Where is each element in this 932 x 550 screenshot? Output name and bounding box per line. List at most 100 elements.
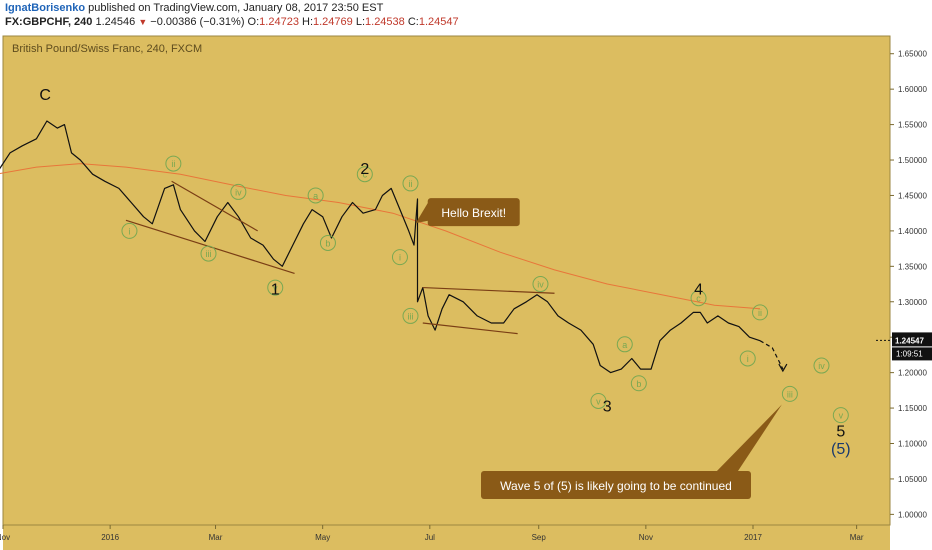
x-tick-label: Sep (532, 533, 547, 542)
open-label: O: (247, 16, 260, 28)
wave-circle-text: i (399, 253, 401, 263)
x-tick-label: May (315, 533, 330, 542)
plot-area (2, 35, 891, 526)
wave-circle-label: iv (532, 276, 549, 293)
wave-circle (230, 183, 247, 200)
last-price: 1.24546 (95, 16, 136, 28)
open-value: 1.24723 (259, 16, 299, 28)
high-value: 1.24769 (313, 16, 353, 28)
wave-circle-label: iii (402, 307, 419, 324)
wave-circle-label: iii (200, 245, 217, 262)
close-label: C: (407, 16, 419, 28)
wave-circle (356, 166, 373, 183)
y-tick-label: 1.65000 (898, 50, 927, 59)
wave-circle (307, 187, 324, 204)
wave-circle-label: v (267, 279, 284, 296)
y-tick-label: 1.45000 (898, 191, 927, 200)
wave-label: 4 (694, 282, 703, 299)
countdown-box (892, 347, 932, 361)
wave-circle (391, 249, 408, 266)
wave-circle-label: v (832, 407, 849, 424)
wave-circle-label: ii (402, 175, 419, 192)
wave-circle (752, 304, 769, 321)
time-axis-area (3, 525, 890, 550)
y-tick-label: 1.30000 (898, 298, 927, 307)
close-value: 1.24547 (418, 16, 459, 28)
ohlc-info: FX:GBPCHF, 240 1.24546 ▼ −0.00386 (−0.31… (5, 16, 459, 28)
y-tick-label: 1.05000 (898, 475, 927, 484)
current-price-label: 1.24547 (895, 336, 924, 345)
wave-circle (319, 234, 336, 251)
y-tick-label: 1.50000 (898, 156, 927, 165)
wave-circle-text: v (839, 411, 844, 421)
x-tick-label: Nov (639, 533, 653, 542)
chart-title: British Pound/Swiss Franc, 240, FXCM (12, 43, 202, 55)
wave-circle-label: iv (813, 357, 830, 374)
author-link[interactable]: IgnatBorisenko (5, 2, 86, 14)
price-line (0, 120, 761, 374)
wave-circle-text: iv (537, 280, 544, 290)
trendline (171, 180, 258, 232)
wave-circle-label: v (590, 392, 607, 409)
wave-circle (402, 307, 419, 324)
x-tick-label: 2016 (101, 533, 119, 542)
callout-pointer (713, 404, 782, 475)
x-tick-label: Mar (209, 533, 223, 542)
wave-label: C (39, 87, 51, 104)
wave-label: (5) (831, 441, 851, 458)
high-label: H: (302, 16, 313, 28)
wave-circle-text: iii (206, 249, 212, 259)
wave-circle-label: a (616, 336, 633, 353)
wave-circle-text: iv (818, 361, 825, 371)
wave-circle-label: iii (781, 385, 798, 402)
callout-text: Hello Brexit! (441, 206, 506, 220)
callout-box (427, 198, 520, 227)
wave-circle-text: ii (758, 308, 762, 318)
wave-circle-text: i (128, 226, 130, 236)
wave-circle-label: b (319, 234, 336, 251)
y-tick-label: 1.15000 (898, 404, 927, 413)
wave-circle-label: c (690, 290, 707, 307)
wave-circle-label: a (307, 187, 324, 204)
wave-circle (832, 407, 849, 424)
wave-circle-label: ii (752, 304, 769, 321)
wave-label: 1 (271, 282, 280, 299)
low-label: L: (355, 16, 366, 28)
wave-circle-text: v (596, 396, 601, 406)
callout-wave5: Wave 5 of (5) is likely going to be cont… (480, 404, 782, 500)
callout-text: Wave 5 of (5) is likely going to be cont… (500, 479, 732, 493)
wave-circle-text: i (747, 354, 749, 364)
wave-circle-text: iii (407, 311, 413, 321)
wave-circle-text: ii (408, 179, 412, 189)
wave-circle-label: iv (230, 183, 247, 200)
published-text: published on TradingView.com, January 08… (88, 2, 384, 14)
wave-circle-label: ii (165, 155, 182, 172)
trendline (125, 219, 295, 274)
y-tick-label: 1.40000 (898, 227, 927, 236)
wave-circle (165, 155, 182, 172)
down-arrow-icon: ▼ (138, 17, 148, 27)
y-tick-label: 1.60000 (898, 85, 927, 94)
price-chart[interactable]: British Pound/Swiss Franc, 240, FXCM 1.65… (0, 30, 932, 550)
wave-circle-text: a (313, 191, 318, 201)
x-tick-label: Mar (850, 533, 864, 542)
wave-circle-label: c (356, 166, 373, 183)
y-tick-label: 1.20000 (898, 369, 927, 378)
symbol-label: FX:GBPCHF, 240 (5, 16, 93, 28)
callout-box (480, 471, 751, 500)
callout-brexit: Hello Brexit! (415, 198, 520, 227)
current-price-box (892, 332, 932, 347)
wave-circle (121, 222, 138, 239)
wave-circle-label: i (391, 249, 408, 266)
wave-label: 3 (603, 399, 612, 416)
wave-circle-text: b (636, 379, 641, 389)
x-tick-label: Jul (425, 533, 435, 542)
publish-header: IgnatBorisenko published on TradingView.… (0, 0, 932, 30)
y-tick-label: 1.55000 (898, 121, 927, 130)
x-tick-label: 2017 (744, 533, 762, 542)
wave-label: 5 (836, 423, 845, 440)
countdown-label: 1:09:51 (896, 349, 923, 358)
wave-circle-text: iii (787, 389, 793, 399)
wave-circle (590, 392, 607, 409)
y-tick-label: 1.00000 (898, 510, 927, 519)
